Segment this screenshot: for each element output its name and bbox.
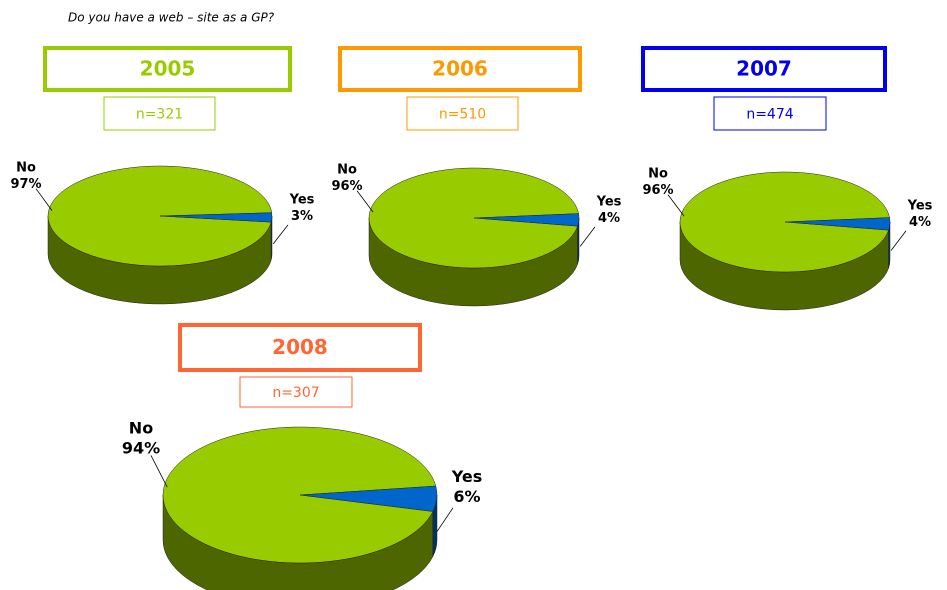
leader-line (356, 190, 374, 213)
slice-value-label: 94% (122, 439, 160, 458)
pie-slice-side (270, 215, 273, 261)
pie-slice (162, 426, 437, 564)
page-title: Do you have a web – site as a GP? (68, 11, 275, 25)
slice-value-label: 96% (642, 183, 673, 198)
slice-value-label: 3% (291, 209, 313, 224)
chart-title: 2007 (736, 57, 792, 81)
leader-line (890, 230, 907, 251)
slice-label: No (337, 163, 357, 178)
chart-subtitle: n=474 (746, 107, 793, 123)
pie-slice (299, 485, 438, 512)
slice-label: No (648, 167, 668, 182)
n-box (239, 376, 353, 408)
leader-line (436, 507, 454, 532)
slice-value-label: 4% (909, 215, 931, 230)
slice-label: Yes (451, 467, 483, 486)
pie-slice (473, 213, 580, 227)
slice-label: Yes (289, 193, 315, 208)
pie-slice (679, 171, 890, 273)
chart-subtitle: n=307 (272, 385, 319, 401)
leader-line (579, 226, 596, 247)
slice-label: Yes (596, 195, 622, 210)
chart-title: 2006 (432, 57, 488, 81)
slice-label: No (16, 161, 36, 176)
slice-value-label: 6% (453, 487, 480, 506)
title-box (178, 323, 422, 372)
chart-title: 2005 (140, 57, 196, 81)
pie-slice (47, 165, 273, 267)
slice-label: No (129, 419, 153, 438)
title-box (43, 46, 292, 92)
title-box (338, 46, 582, 92)
slice-label: Yes (907, 199, 933, 214)
n-box (406, 96, 519, 131)
slice-value-label: 97% (10, 177, 41, 192)
chart-subtitle: n=510 (439, 107, 486, 123)
leader-line (150, 455, 168, 488)
chart-subtitle: n=321 (136, 107, 183, 123)
n-box (713, 96, 827, 131)
pie-slice (784, 217, 891, 231)
leader-line (667, 194, 685, 217)
title-box (641, 46, 887, 92)
slice-value-label: 96% (331, 179, 362, 194)
leader-line (35, 188, 53, 211)
pie-slice (368, 167, 579, 269)
pie-slice (159, 212, 273, 223)
n-box (103, 96, 216, 131)
chart-title: 2008 (272, 335, 328, 359)
leader-line (272, 224, 289, 245)
slice-value-label: 4% (598, 211, 620, 226)
